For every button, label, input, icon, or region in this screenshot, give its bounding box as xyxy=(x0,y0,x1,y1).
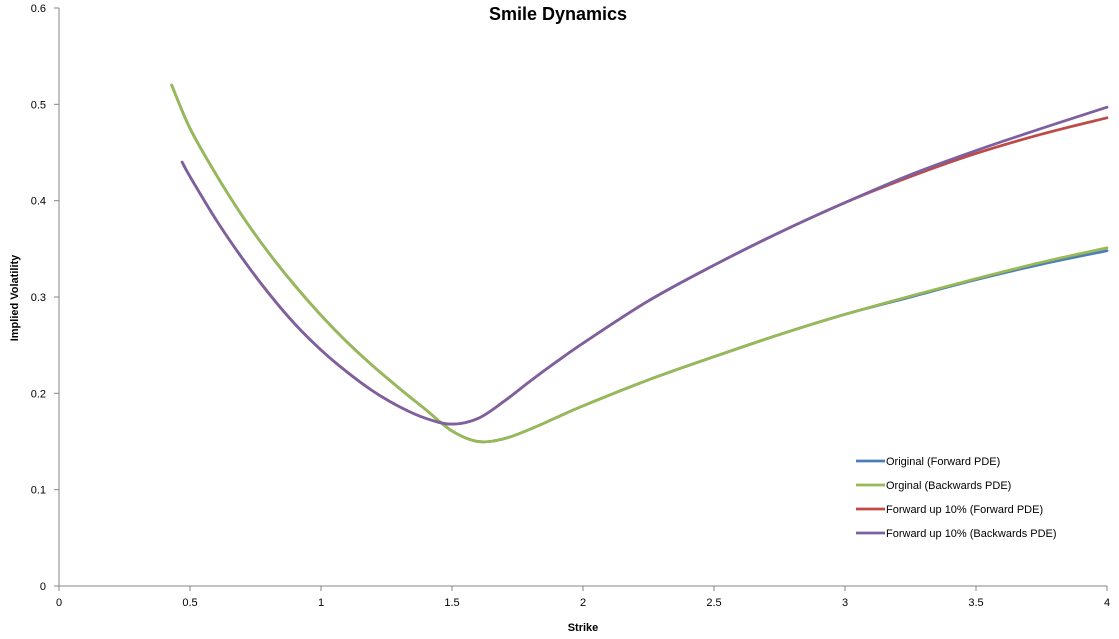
series-line-original-forward-pde xyxy=(170,83,1109,444)
x-tick-label: 0 xyxy=(56,597,62,609)
x-tick-label: 0.5 xyxy=(182,597,197,609)
legend-label: Forward up 10% (Backwards PDE) xyxy=(886,528,1057,540)
y-tick-label: 0.1 xyxy=(31,485,46,497)
x-tick-label: 4 xyxy=(1104,597,1110,609)
legend: Original (Forward PDE) Orginal (Backwards… xyxy=(856,456,1057,540)
x-tick-label: 1 xyxy=(318,597,324,609)
y-tick-label: 0.3 xyxy=(31,292,46,304)
y-tick-label: 0 xyxy=(40,581,46,593)
axis-ticks: 0 0.5 1 1.5 2 2.5 3 3.5 4 0 0.1 0.2 0.3 0.4 0.5 0.6 xyxy=(31,3,1110,609)
series-line-orginal-backwards-pde xyxy=(170,83,1109,444)
x-tick-label: 2 xyxy=(580,597,586,609)
legend-label: Orginal (Backwards PDE) xyxy=(886,480,1011,492)
y-tick-label: 0.6 xyxy=(31,3,46,15)
y-tick-label: 0.5 xyxy=(31,99,46,111)
x-tick-label: 2.5 xyxy=(706,597,721,609)
series-layer xyxy=(170,83,1109,444)
x-axis-title: Strike xyxy=(568,622,599,634)
series-line-forward-up-10-forward-pde xyxy=(180,116,1109,426)
series-line-forward-up-10-backwards-pde xyxy=(180,105,1109,426)
y-tick-label: 0.4 xyxy=(31,196,46,208)
legend-label: Forward up 10% (Forward PDE) xyxy=(886,504,1043,516)
legend-label: Original (Forward PDE) xyxy=(886,456,1000,468)
x-tick-label: 3.5 xyxy=(968,597,983,609)
y-axis-title-group: Implied Volatility xyxy=(9,254,21,341)
x-tick-label: 3 xyxy=(842,597,848,609)
chart-title: Smile Dynamics xyxy=(489,4,627,24)
x-tick-label: 1.5 xyxy=(444,597,459,609)
y-axis-title: Implied Volatility xyxy=(9,254,21,341)
y-tick-label: 0.2 xyxy=(31,388,46,400)
